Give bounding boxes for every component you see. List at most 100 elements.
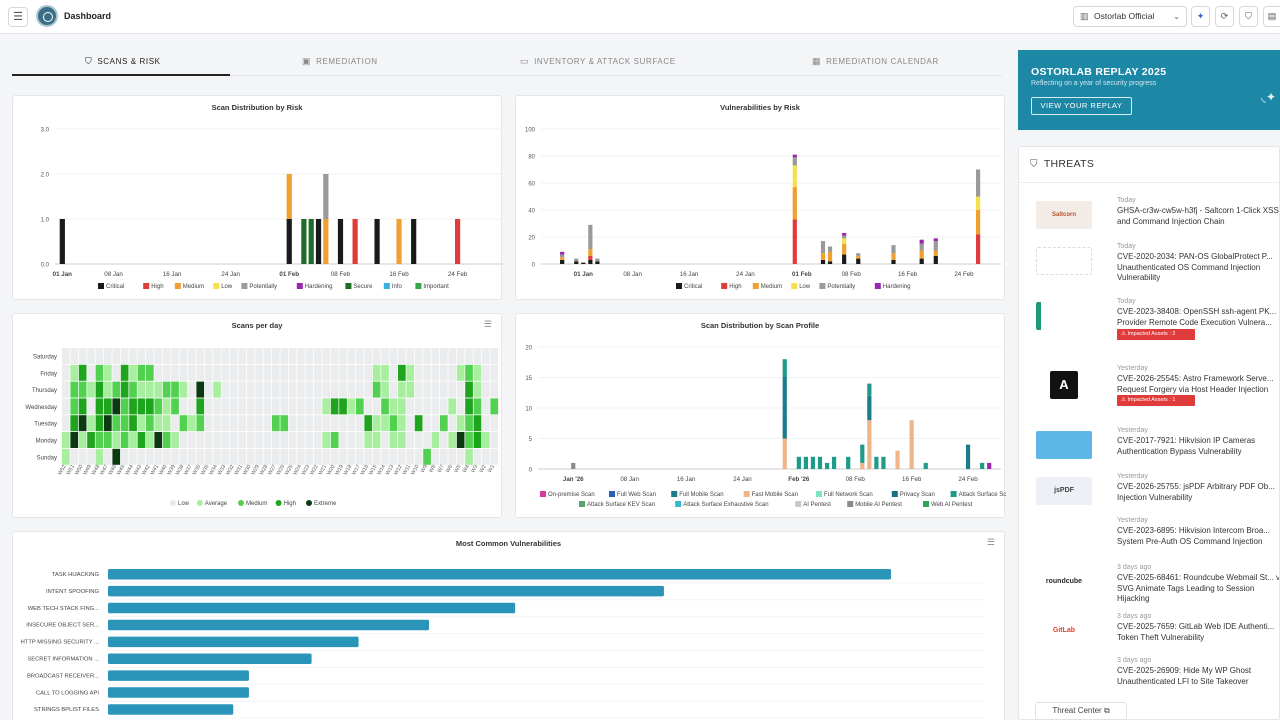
legend-label: Mobile AI Pentest [855, 502, 902, 508]
heatmap-cell [238, 348, 247, 364]
heatmap-cell [381, 381, 389, 398]
heatmap-cell [465, 398, 473, 415]
shield-icon[interactable]: ⛉ [1239, 6, 1258, 27]
bar-segment [820, 241, 826, 254]
threat-item[interactable]: Yesterday CVE-2023-6895: Hikvision Interc… [1019, 517, 1279, 561]
chart-title: Most Common Vulnerabilities [455, 539, 562, 548]
tab-inventory-attack-surface[interactable]: ▭ INVENTORY & ATTACK SURFACE [520, 56, 676, 66]
heatmap-cell [347, 398, 356, 415]
bar-segment [574, 258, 579, 262]
bar-segment [976, 169, 981, 197]
threat-item[interactable]: Today CVE-2020-2034: PAN-OS GlobalProtect… [1019, 243, 1279, 287]
heatmap-cell [204, 398, 213, 415]
heatmap-cell [389, 364, 398, 381]
replay-title: OSTORLAB REPLAY 2025 [1031, 66, 1167, 78]
heatmap-cell [70, 348, 79, 364]
heatmap-cell [473, 348, 482, 364]
threat-title[interactable]: CVE-2026-25755: jsPDF Arbitrary PDF Ob..… [1117, 482, 1275, 502]
threats-panel: ⛉ THREATS Saltcorn Today GHSA-cr3w-cw5w-h3f… [1018, 146, 1280, 720]
threat-item[interactable]: Today CVE-2023-38408: OpenSSH ssh-agent P… [1019, 298, 1279, 342]
heatmap-cell [188, 432, 196, 448]
legend-label: Potentially [827, 284, 855, 290]
heatmap-cell [389, 348, 398, 364]
threat-title[interactable]: CVE-2025-26909: Hide My WP Ghost Unauthe… [1117, 666, 1252, 686]
heatmap-cell [246, 348, 255, 364]
heatmap-cell [482, 364, 490, 381]
heatmap-cell [70, 448, 79, 465]
legend-swatch [98, 283, 104, 289]
category-label: SECRET INFORMATION ... [27, 657, 99, 663]
tab-remediation-calendar[interactable]: ▦ REMEDIATION CALENDAR [812, 56, 939, 66]
threat-thumbnail: GitLab [1036, 617, 1092, 645]
menu-icon[interactable]: ☰ [8, 7, 28, 27]
heatmap-cell [339, 381, 347, 398]
heatmap-cell [112, 348, 121, 364]
view-replay-button[interactable]: VIEW YOUR REPLAY [1031, 97, 1132, 115]
heatmap-cell [95, 364, 104, 381]
heatmap-cell [137, 381, 146, 398]
week-label: W16 [360, 464, 371, 476]
week-label: W50 [74, 464, 85, 476]
legend-label: High [151, 284, 163, 290]
heatmap-cell [398, 381, 406, 398]
threat-title[interactable]: CVE-2023-6895: Hikvision Intercom Broa..… [1117, 526, 1270, 546]
threat-date: Yesterday [1117, 473, 1148, 480]
heatmap-cell [171, 348, 179, 364]
heatmap-cell [272, 415, 280, 432]
legend-swatch [143, 283, 150, 289]
threat-date: Yesterday [1117, 517, 1148, 524]
legend-swatch [721, 283, 728, 289]
legend-label: Critical [106, 284, 124, 290]
threat-item[interactable]: A Yesterday CVE-2026-25545: Astro Framewor… [1019, 365, 1279, 409]
bar-segment [560, 254, 565, 258]
threat-title[interactable]: CVE-2023-38408: OpenSSH ssh-agent PK... … [1117, 307, 1277, 327]
bar-segment [796, 456, 801, 469]
week-label: W5 [453, 464, 462, 474]
y-tick-label: 60 [528, 182, 535, 188]
threat-item[interactable]: Saltcorn Today GHSA-cr3w-cw5w-h3fj - Saltc… [1019, 197, 1279, 241]
heatmap-cell [146, 381, 154, 398]
heatmap-cell [246, 381, 255, 398]
threat-title[interactable]: CVE-2025-68461: Roundcube Webmail St... … [1117, 573, 1280, 603]
threat-title[interactable]: GHSA-cr3w-cw5w-h3fj - Saltcorn 1-Click X… [1117, 206, 1279, 226]
tab-scans-risk[interactable]: ⛉ SCANS & RISK [85, 56, 161, 66]
id-card-icon[interactable]: ▤ [1263, 6, 1280, 27]
bar-segment [337, 219, 344, 264]
bar-segment [919, 258, 924, 264]
threat-item[interactable]: 3 days ago CVE-2025-26909: Hide My WP Gho… [1019, 657, 1279, 701]
heatmap-cell [213, 381, 221, 398]
threat-center-button[interactable]: Threat Center ⧉ [1035, 702, 1127, 720]
threat-title[interactable]: CVE-2025-7659: GitLab Web IDE Authenti..… [1117, 622, 1275, 642]
refresh-icon[interactable]: ⟳ [1215, 6, 1234, 27]
chart-menu-icon[interactable]: ☰ [986, 537, 995, 547]
sparkle-icon[interactable]: ✦ [1191, 6, 1210, 27]
organization-select[interactable]: ▥ Ostorlab Official ⌄ [1073, 6, 1187, 27]
bar-segment [792, 219, 797, 264]
week-label: W31 [234, 464, 245, 476]
week-label: W17 [351, 464, 362, 476]
threat-title[interactable]: CVE-2020-2034: PAN-OS GlobalProtect P...… [1117, 252, 1273, 282]
threat-item[interactable]: jsPDF Yesterday CVE-2026-25755: jsPDF Arbi… [1019, 473, 1279, 517]
threat-item[interactable]: roundcube 3 days ago CVE-2025-68461: Round… [1019, 564, 1280, 608]
heatmap-cell [104, 415, 112, 432]
heatmap-cell [129, 432, 137, 448]
heatmap-cell [196, 348, 205, 364]
heatmap-cell [238, 448, 247, 465]
threat-title[interactable]: CVE-2017-7921: Hikvision IP Cameras Auth… [1117, 436, 1256, 456]
threat-item[interactable]: GitLab 3 days ago CVE-2025-7659: GitLab We… [1019, 613, 1279, 657]
legend-swatch [795, 501, 802, 507]
heatmap-cell [104, 448, 112, 465]
heatmap-cell [112, 381, 121, 398]
chart-menu-icon[interactable]: ☰ [483, 319, 492, 329]
legend-swatch [791, 283, 798, 289]
heatmap-cell [448, 364, 457, 381]
week-label: W37 [183, 464, 194, 476]
heatmap-cell [389, 432, 398, 448]
ostorlab-logo[interactable] [36, 5, 58, 27]
tab-remediation[interactable]: ▣ REMEDIATION [302, 56, 378, 66]
heatmap-cell [179, 381, 188, 398]
heatmap-cell [473, 381, 482, 398]
heatmap-cell [297, 398, 305, 415]
threat-item[interactable]: Yesterday CVE-2017-7921: Hikvision IP Cam… [1019, 427, 1279, 471]
bar-segment [308, 219, 314, 264]
